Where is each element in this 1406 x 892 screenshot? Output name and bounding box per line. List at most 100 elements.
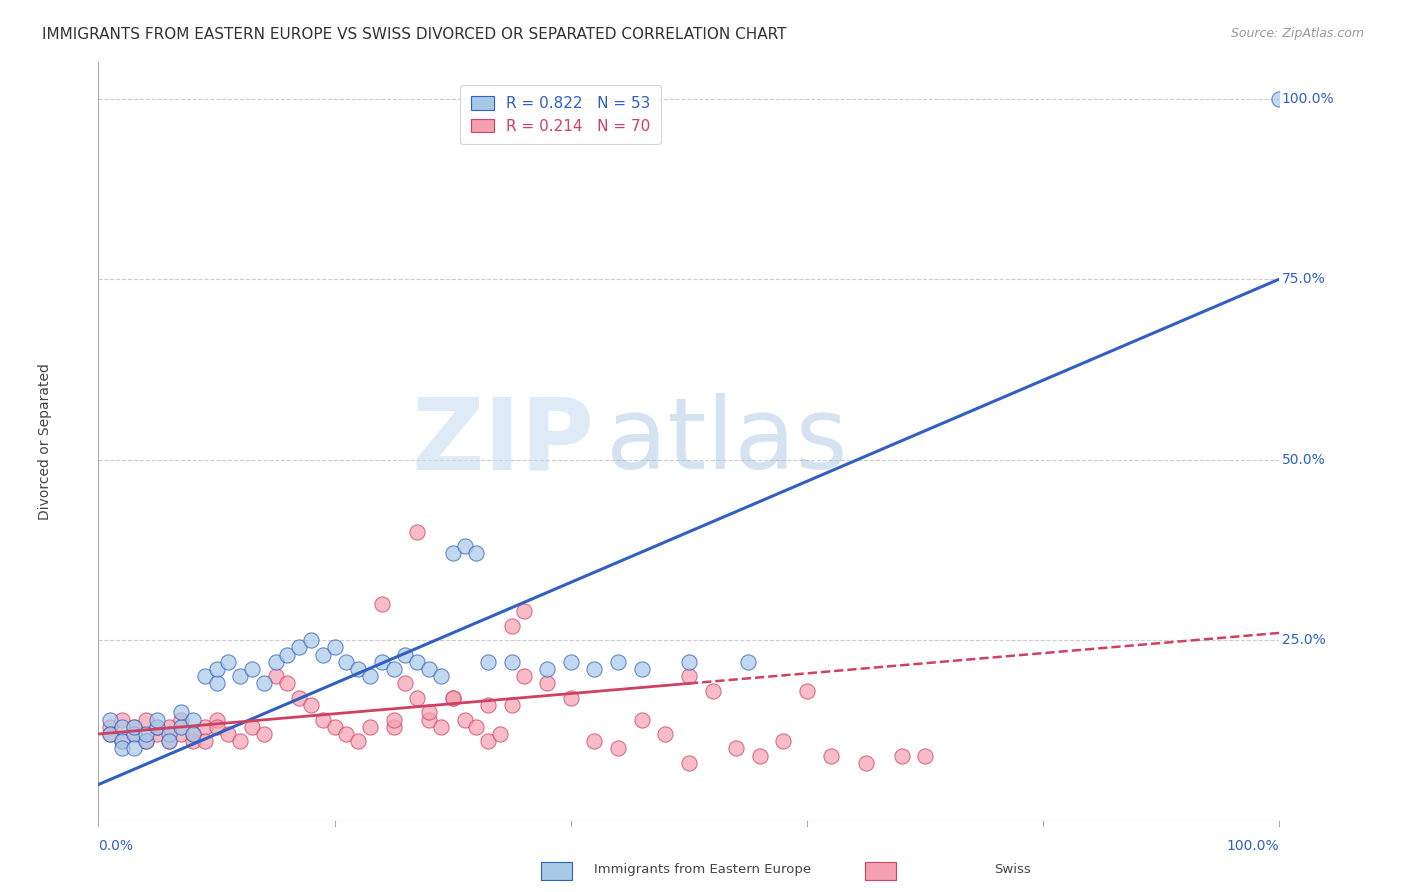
Point — [229, 669, 252, 683]
Point — [406, 524, 429, 539]
Point — [725, 741, 748, 756]
Point — [217, 655, 239, 669]
Point — [465, 546, 488, 560]
Point — [702, 683, 724, 698]
Point — [135, 727, 157, 741]
Point — [382, 713, 405, 727]
Point — [181, 713, 204, 727]
Point — [489, 727, 512, 741]
Point — [170, 713, 193, 727]
Point — [583, 734, 606, 748]
Point — [560, 655, 582, 669]
Text: 75.0%: 75.0% — [1282, 272, 1326, 286]
Point — [359, 669, 381, 683]
Point — [205, 713, 228, 727]
Point — [430, 669, 453, 683]
Text: IMMIGRANTS FROM EASTERN EUROPE VS SWISS DIVORCED OR SEPARATED CORRELATION CHART: IMMIGRANTS FROM EASTERN EUROPE VS SWISS … — [42, 27, 787, 42]
Point — [135, 734, 157, 748]
Point — [371, 655, 394, 669]
Point — [430, 720, 453, 734]
Point — [772, 734, 794, 748]
Point — [382, 720, 405, 734]
Point — [122, 720, 145, 734]
Point — [181, 727, 204, 741]
Point — [477, 655, 499, 669]
Point — [288, 690, 311, 705]
Point — [229, 734, 252, 748]
Point — [512, 669, 534, 683]
Point — [253, 727, 276, 741]
Point — [194, 720, 217, 734]
Point — [264, 669, 287, 683]
Point — [288, 640, 311, 655]
Point — [406, 690, 429, 705]
Text: Swiss: Swiss — [994, 863, 1031, 876]
Point — [418, 662, 440, 676]
Point — [122, 727, 145, 741]
Text: Immigrants from Eastern Europe: Immigrants from Eastern Europe — [595, 863, 811, 876]
Text: atlas: atlas — [606, 393, 848, 490]
Point — [111, 713, 134, 727]
Point — [323, 640, 346, 655]
Point — [146, 713, 169, 727]
Point — [170, 706, 193, 720]
Text: 100.0%: 100.0% — [1282, 92, 1334, 105]
Point — [122, 741, 145, 756]
Point — [170, 727, 193, 741]
Point — [607, 741, 630, 756]
Point — [157, 734, 180, 748]
Point — [501, 618, 523, 632]
Point — [855, 756, 877, 770]
Point — [453, 713, 475, 727]
Point — [170, 720, 193, 734]
Point — [371, 597, 394, 611]
Point — [146, 727, 169, 741]
Point — [678, 655, 700, 669]
Point — [678, 669, 700, 683]
Point — [157, 734, 180, 748]
Point — [654, 727, 676, 741]
Point — [276, 676, 298, 690]
Text: 100.0%: 100.0% — [1227, 838, 1279, 853]
Point — [205, 720, 228, 734]
Point — [441, 690, 464, 705]
Text: ZIP: ZIP — [412, 393, 595, 490]
Text: 25.0%: 25.0% — [1282, 633, 1326, 647]
Point — [111, 734, 134, 748]
Point — [98, 727, 121, 741]
Point — [737, 655, 759, 669]
Text: 50.0%: 50.0% — [1282, 452, 1326, 467]
Point — [748, 748, 770, 763]
Point — [347, 662, 370, 676]
Point — [122, 727, 145, 741]
Point — [536, 662, 558, 676]
Point — [359, 720, 381, 734]
Point — [276, 648, 298, 662]
Point — [820, 748, 842, 763]
Text: 0.0%: 0.0% — [98, 838, 134, 853]
Legend: R = 0.822   N = 53, R = 0.214   N = 70: R = 0.822 N = 53, R = 0.214 N = 70 — [460, 86, 661, 145]
Point — [157, 720, 180, 734]
Point — [111, 741, 134, 756]
Point — [914, 748, 936, 763]
Point — [1268, 91, 1291, 105]
Point — [394, 676, 416, 690]
Point — [181, 734, 204, 748]
Point — [146, 720, 169, 734]
Point — [630, 662, 652, 676]
Point — [205, 662, 228, 676]
Point — [157, 727, 180, 741]
Point — [418, 706, 440, 720]
Point — [335, 655, 357, 669]
Point — [181, 727, 204, 741]
Point — [312, 713, 335, 727]
Point — [453, 539, 475, 553]
Point — [512, 604, 534, 618]
Point — [253, 676, 276, 690]
Point — [312, 648, 335, 662]
Point — [382, 662, 405, 676]
Point — [394, 648, 416, 662]
Point — [678, 756, 700, 770]
Point — [98, 720, 121, 734]
Point — [194, 669, 217, 683]
